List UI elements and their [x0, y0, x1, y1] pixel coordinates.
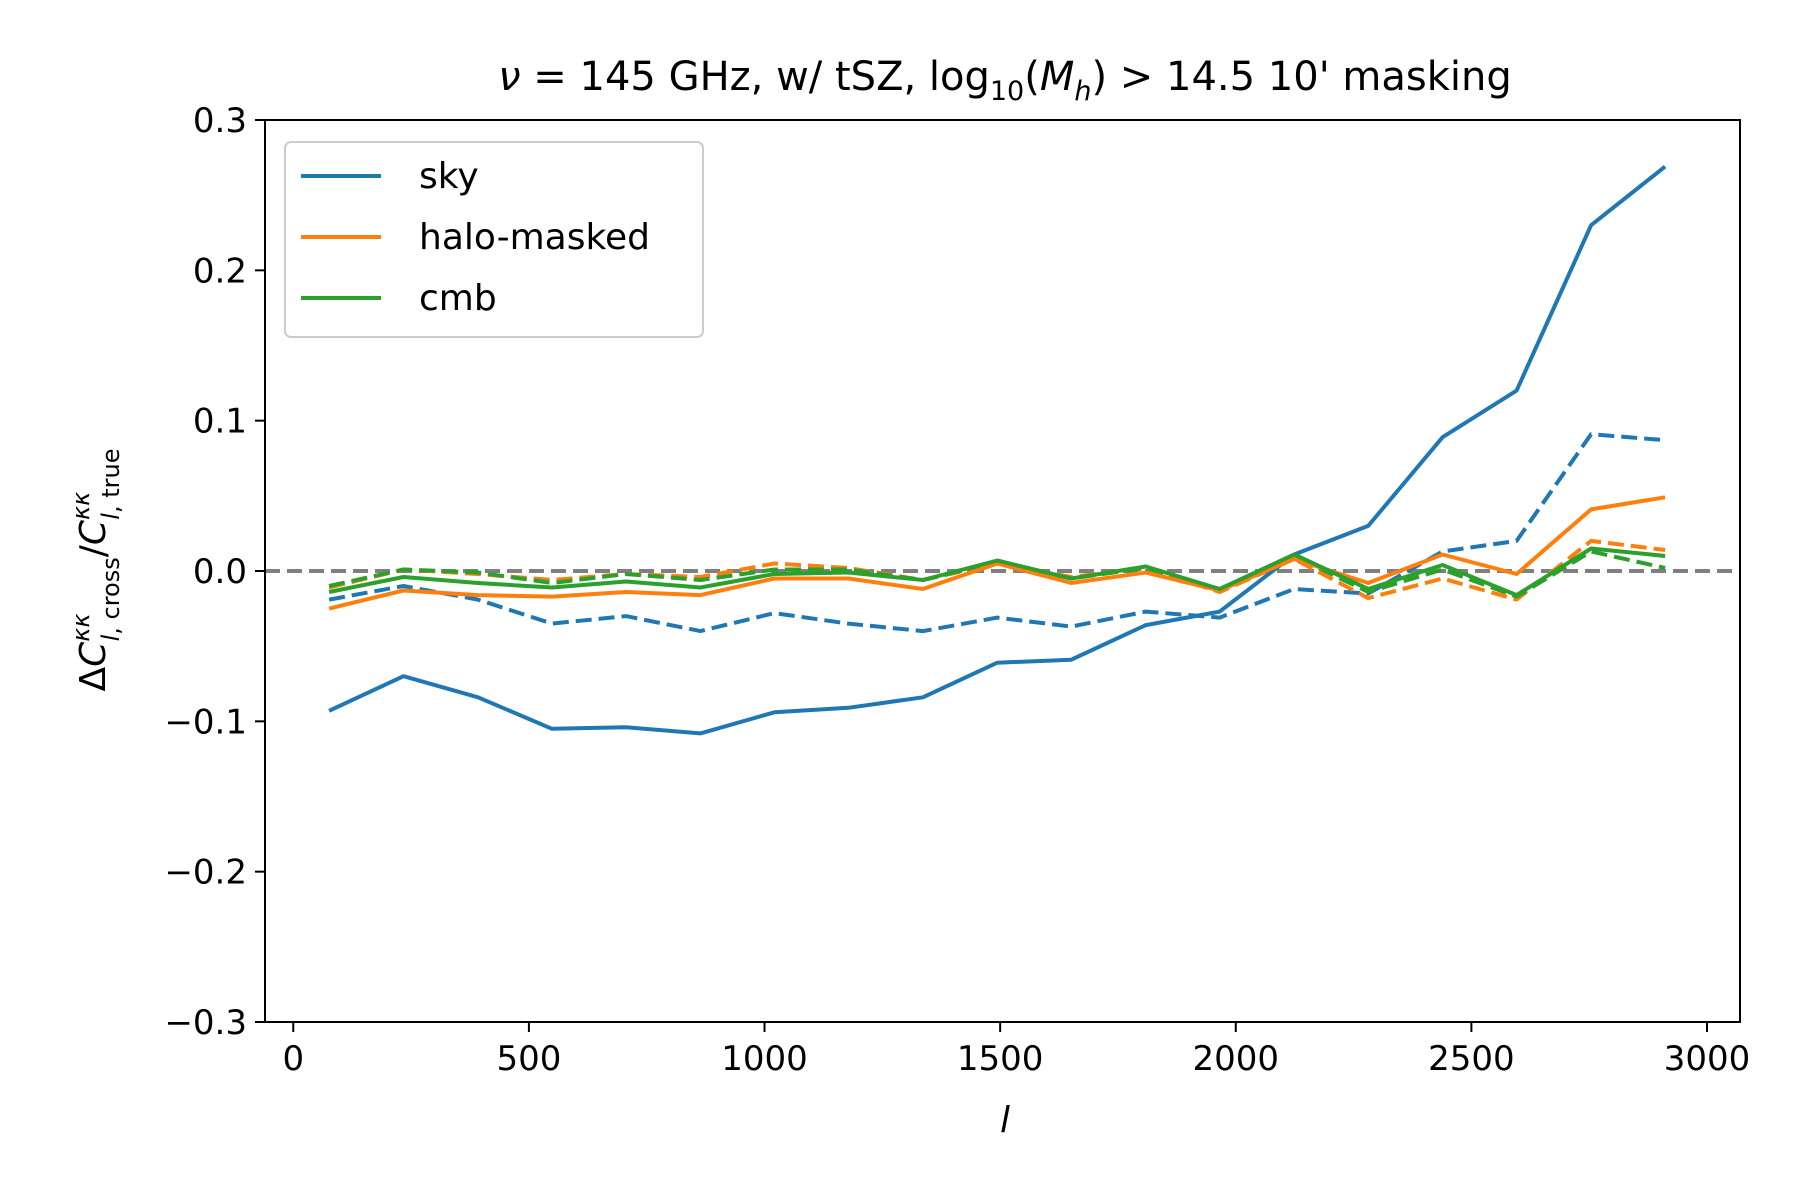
y-tick-label: −0.2 — [164, 853, 247, 893]
y-tick-label: 0.0 — [193, 552, 247, 592]
chart-title: ν = 145 GHz, w/ tSZ, log10(Mh) > 14.5 10… — [498, 54, 1512, 107]
x-tick-label: 2500 — [1428, 1039, 1515, 1079]
x-tick-label: 0 — [282, 1039, 304, 1079]
halo-masked-line — [328, 495, 1666, 611]
y-tick-label: −0.1 — [164, 702, 247, 742]
y-tick-label: 0.1 — [193, 402, 247, 442]
y-tick-label: 0.2 — [193, 251, 247, 291]
y-tick-label: 0.3 — [193, 101, 247, 141]
x-tick-label: 1000 — [721, 1039, 808, 1079]
y-axis-label: ΔCκκl, cross/Cκκl, true — [67, 449, 125, 692]
cmb-line — [328, 546, 1666, 598]
axes: 0 500 1000 1500 2000 2500 3000 −0.3 −0.2 −0.1 0.0 0… — [164, 101, 1750, 1079]
y-tick-label: −0.3 — [164, 1003, 247, 1043]
x-tick-label: 1500 — [957, 1039, 1044, 1079]
x-axis-label: l — [1000, 1100, 1010, 1141]
legend-label-sky: sky — [419, 156, 479, 197]
legend-label-cmb: cmb — [419, 278, 497, 319]
x-tick-label: 500 — [496, 1039, 561, 1079]
x-tick-label: 2000 — [1193, 1039, 1280, 1079]
legend-box — [284, 141, 704, 338]
series-3-dashed-line — [328, 432, 1666, 634]
x-tick-label: 3000 — [1664, 1039, 1751, 1079]
plot-marks — [265, 165, 1740, 736]
sky-line — [328, 165, 1667, 736]
legend-label-halo-masked: halo-masked — [419, 217, 650, 258]
legend: sky halo-masked cmb — [284, 141, 704, 338]
